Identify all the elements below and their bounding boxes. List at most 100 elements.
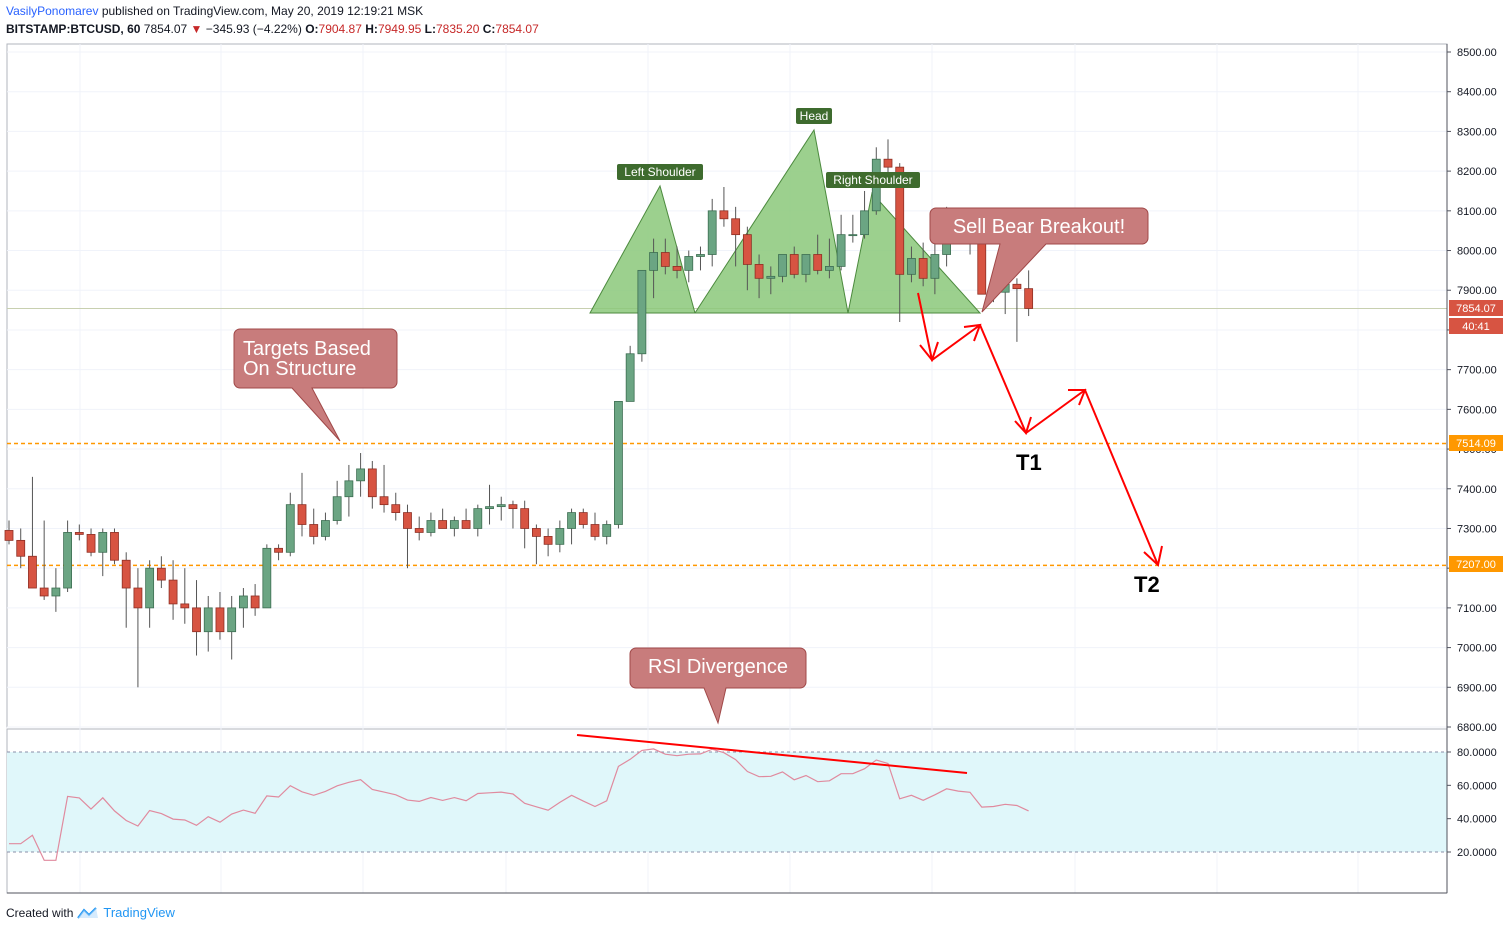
price-tick-label: 6900.00 (1457, 682, 1497, 694)
candle-body (51, 587, 61, 597)
candle-body (825, 266, 834, 271)
author-link[interactable]: VasilyPonomarev (6, 4, 99, 18)
candle-body (426, 520, 436, 533)
candle-body (520, 508, 530, 529)
svg-text:7854.07: 7854.07 (1456, 303, 1496, 315)
targets-callout[interactable]: Targets Based On Structure (233, 328, 398, 442)
rsi-tick-label: 60.0000 (1457, 780, 1497, 792)
candle (473, 504, 483, 537)
head-shape (694, 128, 849, 314)
candle-body (625, 353, 635, 402)
svg-text:On Structure: On Structure (243, 358, 356, 380)
low-label: L: (424, 22, 436, 36)
price-tick-label: 7700.00 (1457, 365, 1497, 377)
candle (907, 246, 916, 283)
candle-body (133, 587, 143, 609)
candle (684, 250, 694, 283)
candle-body (309, 524, 319, 537)
candle (731, 206, 741, 267)
candle-body (356, 468, 366, 482)
candle (180, 568, 190, 624)
svg-text:RSI Divergence: RSI Divergence (648, 656, 788, 678)
candle-body (121, 559, 131, 589)
candle (590, 512, 600, 541)
svg-text:Targets Based: Targets Based (243, 338, 371, 360)
candle (203, 595, 213, 652)
candle (192, 580, 201, 656)
tradingview-link[interactable]: TradingView (103, 905, 175, 920)
candle (614, 401, 623, 529)
candle-body (98, 532, 108, 553)
candle (625, 345, 635, 402)
candle-body (602, 524, 612, 537)
candle (778, 254, 787, 283)
candle-body (1012, 283, 1022, 290)
candle (766, 266, 776, 295)
candle-body (473, 508, 483, 529)
candle (742, 226, 752, 291)
last-price: 7854.07 (143, 22, 188, 36)
candle-body (321, 520, 330, 537)
candle (930, 242, 940, 295)
symbol-label: BITSTAMP:BTCUSD, 60 (6, 22, 141, 36)
candle (602, 520, 612, 545)
candle (74, 524, 84, 541)
candle-body (930, 254, 940, 279)
price-chart[interactable]: 8500.00 8400.00 8300.00 8200.00 8100.00 8000.… (0, 0, 1511, 900)
candle-body (28, 555, 37, 589)
t2-label: T2 (1134, 572, 1160, 597)
candle-body (379, 496, 389, 506)
rsi-tick-label: 20.0000 (1457, 847, 1497, 859)
t1-price-badge: 7514.09 (1449, 435, 1503, 451)
candle-body (414, 528, 424, 533)
candle-body (250, 595, 260, 609)
right-shoulder-shape (847, 191, 982, 314)
rsi-line (9, 748, 1029, 861)
candle-body (860, 210, 869, 236)
candle (848, 214, 858, 243)
rsi-panel (7, 748, 1447, 861)
candle (825, 238, 834, 279)
candle (918, 242, 928, 287)
target-levels (7, 307, 1447, 567)
candle (156, 556, 166, 589)
close-label: C: (482, 22, 496, 36)
candle-body (145, 567, 155, 609)
candle (215, 592, 225, 640)
candle-body (719, 210, 729, 220)
rsi-tick-label: 80.0000 (1457, 747, 1497, 759)
candle (274, 544, 283, 561)
candle-body (332, 496, 342, 521)
candle (789, 246, 799, 279)
candle-body (110, 532, 119, 561)
candle (836, 214, 846, 271)
candle-body (567, 512, 576, 529)
low-value: 7835.20 (436, 22, 480, 36)
candle-body (1024, 288, 1034, 309)
candle (860, 190, 869, 239)
candle (696, 246, 705, 271)
sell-callout[interactable]: Sell Bear Breakout! (929, 207, 1149, 313)
price-tick-label: 8400.00 (1457, 87, 1497, 99)
candle-body (895, 166, 905, 275)
close-value: 7854.07 (495, 22, 539, 36)
candle-body (801, 254, 811, 275)
candle (414, 516, 424, 541)
projection-arrows (917, 292, 1163, 567)
candle (672, 246, 682, 279)
candle (426, 512, 436, 537)
svg-text:Left Shoulder: Left Shoulder (624, 165, 695, 179)
last-price-badge: 7854.07 (1449, 300, 1503, 316)
candle (63, 520, 72, 592)
candle-body (39, 587, 49, 597)
candle (637, 269, 647, 362)
candle (356, 453, 366, 497)
candle-body (778, 254, 787, 277)
candle-body (344, 480, 354, 498)
candle-body (215, 607, 225, 633)
rsi-divergence-line (576, 734, 968, 774)
price-tick-label: 6800.00 (1457, 722, 1497, 734)
candle-body (63, 532, 72, 589)
rsi-divergence-callout[interactable]: RSI Divergence (629, 647, 807, 725)
candle-body (367, 468, 377, 498)
